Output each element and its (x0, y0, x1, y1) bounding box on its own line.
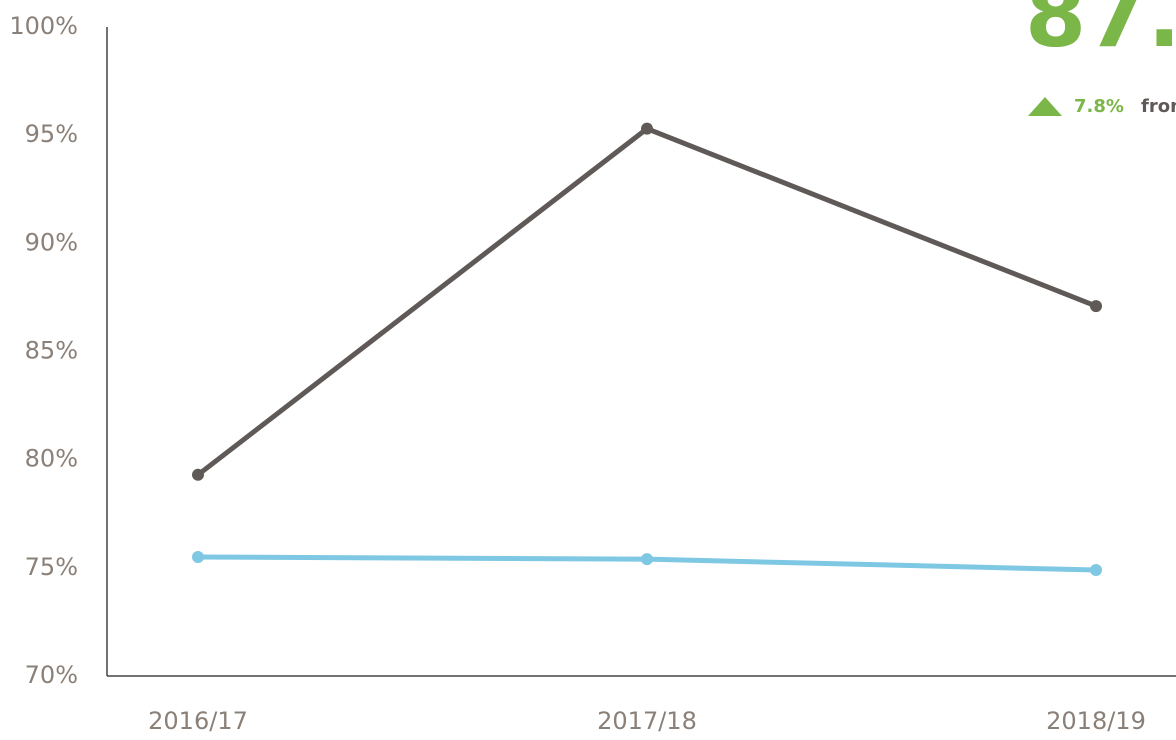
x-tick-label: 2016/17 (148, 707, 248, 735)
change-text: from (1141, 96, 1176, 117)
point (1090, 563, 1102, 576)
headline: 87. (1025, 0, 1176, 67)
x-tick-label: 2017/18 (597, 707, 697, 735)
y-tick-label: 85% (25, 337, 78, 365)
point (192, 468, 204, 481)
point (192, 551, 204, 564)
up-arrow (1028, 97, 1062, 116)
point (641, 122, 653, 135)
series-line (196, 126, 1097, 477)
change-value: 7.8% (1074, 96, 1124, 117)
point (1090, 300, 1102, 313)
y-tick-label: 95% (25, 120, 78, 148)
point (641, 553, 653, 566)
y-tick-label: 75% (25, 553, 78, 581)
y-tick-label: 80% (25, 445, 78, 473)
y-tick-label: 90% (25, 228, 78, 256)
y-tick-label: 100% (9, 12, 78, 40)
x-tick-label: 2018/19 (1046, 707, 1146, 735)
y-tick-label: 70% (25, 661, 78, 689)
